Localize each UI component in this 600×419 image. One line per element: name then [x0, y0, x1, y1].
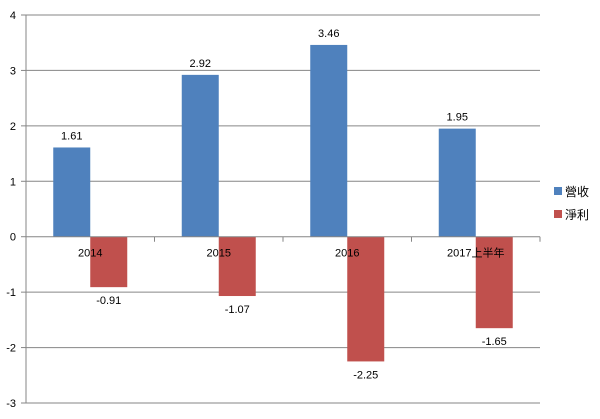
x-tick-label: 2017上半年 — [447, 246, 504, 260]
bars — [53, 44, 513, 362]
bar-revenue — [181, 74, 219, 237]
data-label: 1.61 — [61, 130, 82, 142]
y-tick-label: 1 — [10, 176, 16, 188]
x-tick-label: 2014 — [78, 248, 102, 260]
y-tick-label: 0 — [10, 232, 16, 244]
legend-label: 營收 — [565, 185, 589, 199]
data-label: -0.91 — [96, 295, 121, 307]
legend-swatch — [554, 187, 562, 195]
gridlines — [26, 14, 540, 404]
y-tick-label: 2 — [10, 121, 16, 133]
bar-net-profit — [475, 236, 513, 329]
bar-revenue — [438, 128, 476, 237]
bar-net-profit — [218, 236, 256, 297]
data-label: -1.65 — [482, 336, 507, 348]
y-tick-label: -1 — [6, 287, 16, 299]
x-tick-label: 2015 — [207, 248, 231, 260]
data-label: -1.07 — [225, 304, 250, 316]
data-label: 2.92 — [190, 58, 211, 70]
x-tick-label: 2016 — [335, 248, 359, 260]
legend-swatch — [554, 210, 562, 218]
y-tick-label: 3 — [10, 65, 16, 77]
y-tick-label: -2 — [6, 343, 16, 355]
bar-net-profit — [347, 236, 385, 362]
axes: 4 3 2 1 0 -1 -2 -3 2014 2015 2016 2017上半年 — [6, 10, 541, 410]
bar-net-profit — [90, 236, 128, 288]
y-tick-label: 4 — [10, 10, 16, 22]
data-labels: 1.61 -0.91 2.92 -1.07 3.46 -2.25 1.95 -1.65 — [61, 28, 507, 381]
data-label: 1.95 — [447, 112, 468, 124]
data-label: -2.25 — [353, 369, 378, 381]
bar-revenue — [53, 147, 91, 237]
bar-revenue — [310, 44, 348, 237]
legend-label: 淨利 — [565, 208, 589, 222]
y-tick-label: -3 — [6, 398, 16, 410]
data-label: 3.46 — [318, 28, 339, 40]
